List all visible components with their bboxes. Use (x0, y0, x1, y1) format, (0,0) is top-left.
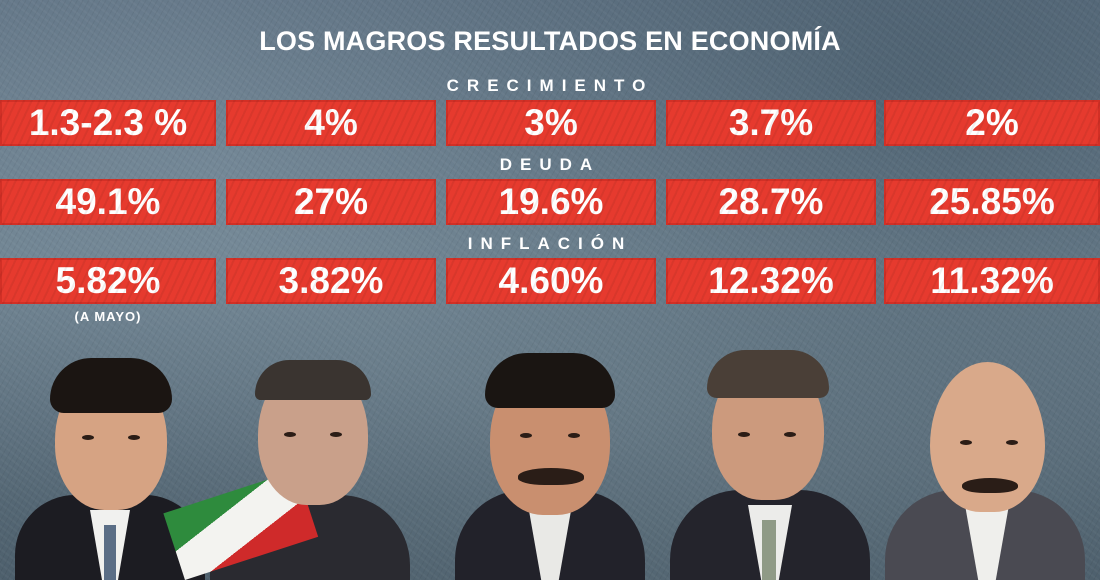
value-cell: 1.3-2.3 % (0, 100, 216, 146)
value-cell: 2% (884, 100, 1100, 146)
value-cell: 5.82% (0, 258, 216, 304)
section-label-deuda: DEUDA (499, 155, 601, 174)
page-title: LOS MAGROS RESULTADOS EN ECONOMÍA (259, 26, 841, 56)
value-cell: 19.6% (446, 179, 656, 225)
portrait-5 (880, 340, 1090, 580)
value-cell: 25.85% (884, 179, 1100, 225)
value-cell: 3% (446, 100, 656, 146)
value-cell: 4% (226, 100, 436, 146)
value-cell: 49.1% (0, 179, 216, 225)
portrait-4 (660, 330, 880, 580)
value-cell: 27% (226, 179, 436, 225)
portrait-2 (163, 340, 420, 580)
value-cell: 12.32% (666, 258, 876, 304)
row-deuda: 49.1% 27% 19.6% 28.7% 25.85% (0, 179, 1100, 225)
row-crecimiento: 1.3-2.3 % 4% 3% 3.7% 2% (0, 100, 1100, 146)
footnote-a-mayo: (A MAYO) (74, 309, 142, 324)
value-cell: 3.7% (666, 100, 876, 146)
row-inflacion: 5.82% 3.82% 4.60% 12.32% 11.32% (0, 258, 1100, 304)
value-cell: 4.60% (446, 258, 656, 304)
value-cell: 3.82% (226, 258, 436, 304)
section-label-crecimiento: CRECIMIENTO (446, 76, 654, 95)
section-label-inflacion: INFLACIÓN (467, 234, 633, 253)
value-cell: 11.32% (884, 258, 1100, 304)
portrait-3 (440, 335, 660, 580)
value-cell: 28.7% (666, 179, 876, 225)
